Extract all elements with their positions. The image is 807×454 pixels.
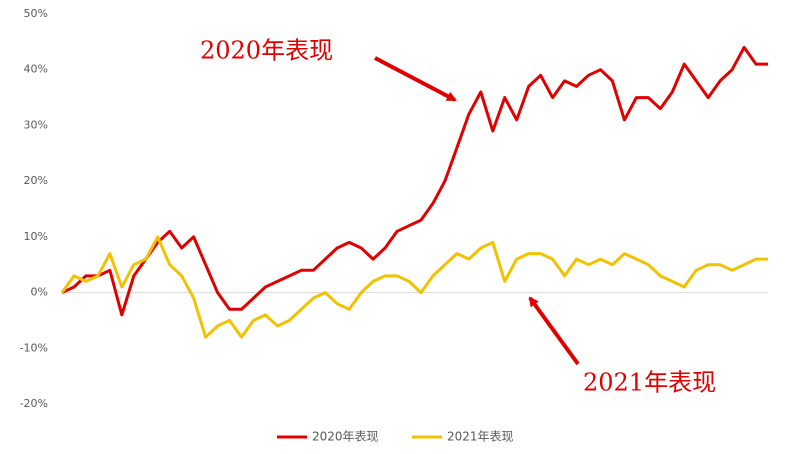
series-line bbox=[60, 235, 768, 339]
series-line bbox=[61, 45, 768, 317]
y-tick-label: 0% bbox=[31, 286, 48, 299]
annotation: 2021年表现 bbox=[583, 369, 716, 397]
arrow bbox=[374, 56, 457, 102]
legend-label: 2021年表现 bbox=[447, 430, 514, 444]
y-tick-label: 10% bbox=[24, 230, 48, 243]
arrow bbox=[528, 296, 580, 366]
y-tick-label: 40% bbox=[24, 63, 48, 76]
annotation: 2020年表现 bbox=[200, 37, 333, 65]
y-tick-label: 20% bbox=[24, 174, 48, 187]
y-tick-label: 30% bbox=[24, 118, 48, 131]
plot: -20% -10% 0% 10% 20% 30% 40% 50% 2020年表现 2021年表现 bbox=[20, 7, 768, 444]
y-tick-label: -20% bbox=[20, 397, 48, 410]
y-tick-label: -10% bbox=[20, 341, 48, 354]
legend-label: 2020年表现 bbox=[312, 430, 379, 444]
y-tick-label: 50% bbox=[24, 7, 48, 20]
